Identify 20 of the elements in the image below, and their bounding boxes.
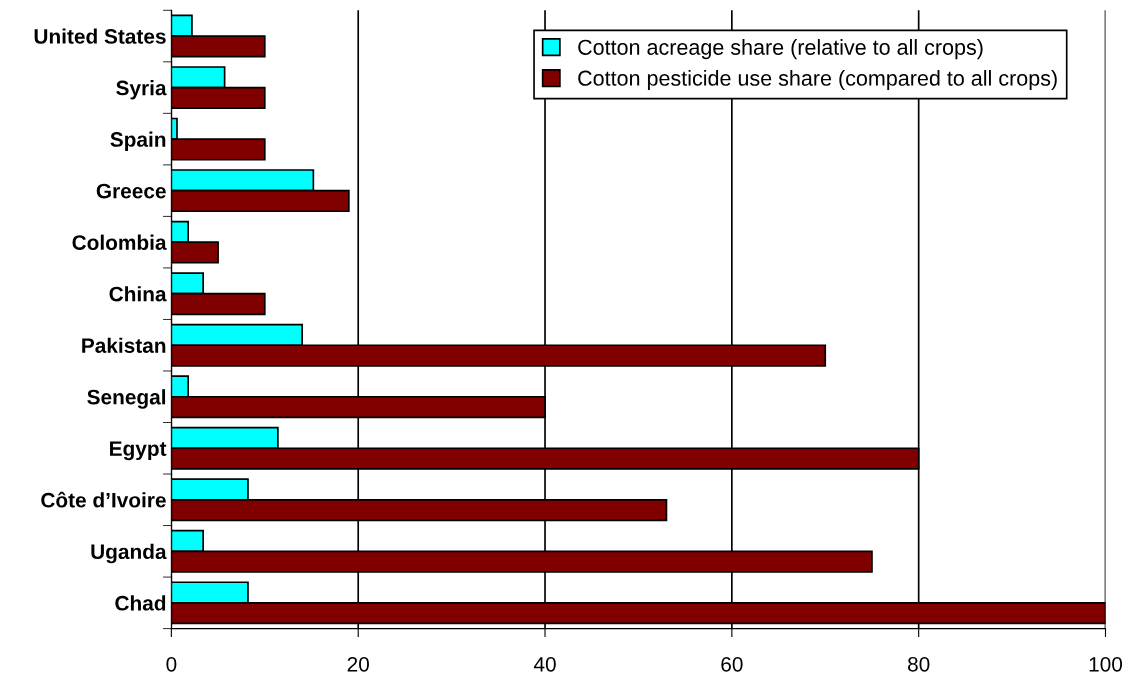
y-tick-label: Pakistan (82, 337, 166, 353)
legend-label: Cotton pesticide use share (compared to all crops) (578, 70, 1057, 91)
x-tick-label: 40 (533, 656, 556, 672)
x-tick-label: 20 (347, 656, 369, 672)
y-tick-label: Senegal (87, 389, 166, 409)
x-tick-label: 100 (1089, 656, 1123, 672)
y-tick-label: Chad (115, 595, 166, 611)
y-tick-label: Spain (110, 131, 166, 151)
y-tick-label: United States (34, 28, 166, 44)
legend-label: Cotton acreage share (relative to all crops) (578, 39, 983, 60)
y-tick-label: Greece (96, 183, 166, 199)
y-tick-label: Egypt (110, 441, 167, 461)
y-tick-label: Colombia (72, 234, 167, 250)
x-tick-label: 60 (721, 656, 743, 672)
y-tick-label: Uganda (91, 543, 167, 564)
x-tick-label: 80 (907, 656, 930, 672)
y-tick-label: Syria (116, 80, 167, 100)
x-tick-label: 0 (166, 656, 177, 672)
y-tick-label: China (109, 286, 167, 302)
y-tick-label: Côte d’Ivoire (41, 491, 166, 508)
